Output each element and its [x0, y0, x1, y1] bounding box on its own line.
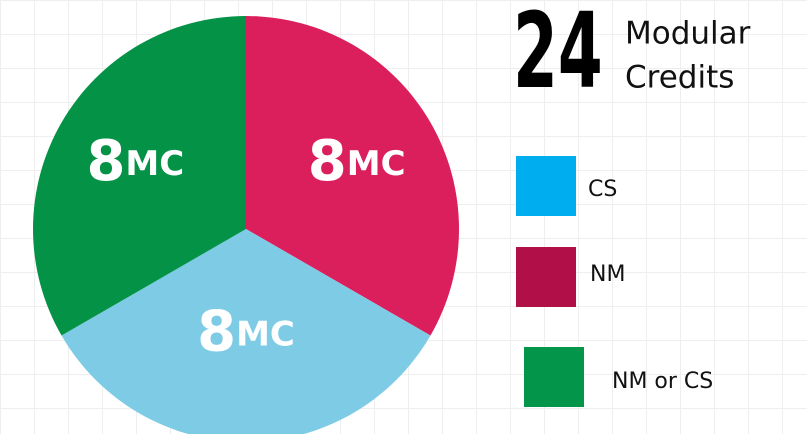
total-label: Modular [625, 16, 751, 52]
slice-value: 8 [197, 300, 236, 365]
legend-label: CS [588, 177, 617, 202]
slice [61, 229, 431, 434]
slice-label: 8MC [86, 129, 184, 194]
slice [246, 16, 459, 336]
slice-unit: MC [236, 314, 295, 354]
legend-swatch [524, 347, 584, 407]
slice-value: 8 [308, 129, 347, 194]
slice-label: 8MC [308, 129, 406, 194]
pie [33, 16, 459, 434]
total: 24 [513, 0, 603, 112]
legend-swatch [516, 156, 576, 216]
legend-label: NM [590, 262, 625, 287]
slice-unit: MC [347, 144, 406, 184]
slice [33, 16, 247, 336]
slice-value: 8 [86, 129, 125, 194]
slice-label: 8MC [197, 300, 295, 365]
legend-swatch [516, 247, 576, 307]
total-label: Credits [625, 60, 734, 96]
slice-unit: MC [125, 144, 184, 184]
legend-label: NM or CS [612, 369, 713, 394]
